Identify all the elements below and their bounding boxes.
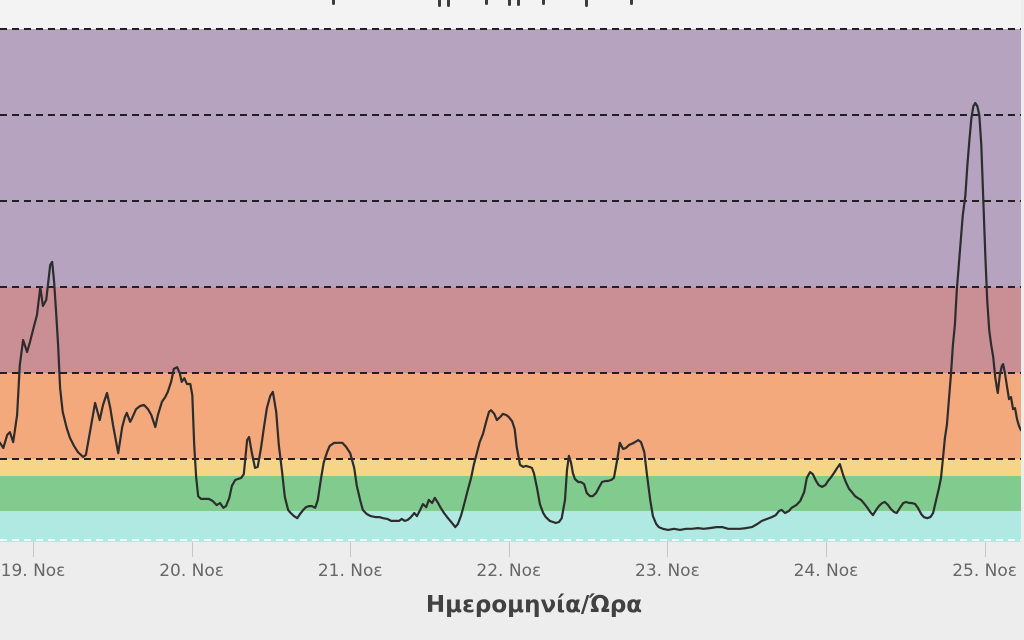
x-tick-label: 20. Νοε bbox=[159, 561, 224, 581]
x-axis-title: Ημερομηνία/Ώρα bbox=[425, 592, 643, 618]
x-axis-tick bbox=[825, 542, 827, 557]
x-axis-tick bbox=[191, 542, 193, 557]
x-tick-label: 25. Νοε bbox=[952, 561, 1017, 581]
cutoff-title-fragment bbox=[332, 0, 335, 5]
y-gridline bbox=[0, 286, 1021, 288]
x-axis-tick bbox=[984, 542, 986, 557]
band-very-low bbox=[0, 510, 1021, 542]
cutoff-title-fragment bbox=[585, 0, 588, 7]
y-gridline bbox=[0, 28, 1021, 30]
cutoff-title-fragment bbox=[438, 0, 441, 7]
plot-area[interactable] bbox=[0, 0, 1021, 542]
band-very-high bbox=[0, 287, 1021, 373]
x-axis-tick bbox=[350, 542, 352, 557]
measurement-series[interactable] bbox=[0, 0, 1021, 542]
y-gridline bbox=[0, 458, 1021, 460]
y-gridline bbox=[0, 114, 1021, 116]
series-line[interactable] bbox=[0, 101, 1021, 531]
x-tick-label: 23. Νοε bbox=[635, 561, 700, 581]
x-axis-tick bbox=[33, 542, 34, 557]
band-medium bbox=[0, 459, 1021, 477]
y-gridline bbox=[0, 200, 1021, 202]
x-tick-label: 22. Νοε bbox=[476, 561, 542, 581]
band-low bbox=[0, 476, 1021, 511]
x-tick-label: 24. Νοε bbox=[793, 561, 859, 581]
x-tick-label: 19. Νοε bbox=[0, 561, 66, 581]
cutoff-title-fragment bbox=[485, 0, 488, 5]
cutoff-title-fragment bbox=[447, 0, 450, 7]
x-axis-tick bbox=[508, 542, 510, 557]
cutoff-title-fragment bbox=[508, 0, 511, 6]
y-gridline bbox=[0, 372, 1021, 374]
y-axis-baseline bbox=[0, 539, 1021, 541]
cutoff-title-fragment bbox=[542, 0, 545, 5]
cutoff-title-fragment bbox=[630, 0, 633, 5]
cutoff-title-fragment bbox=[517, 0, 520, 6]
band-extreme bbox=[0, 29, 1021, 287]
x-tick-label: 21. Νοε bbox=[317, 561, 383, 581]
x-axis-tick bbox=[667, 542, 669, 557]
